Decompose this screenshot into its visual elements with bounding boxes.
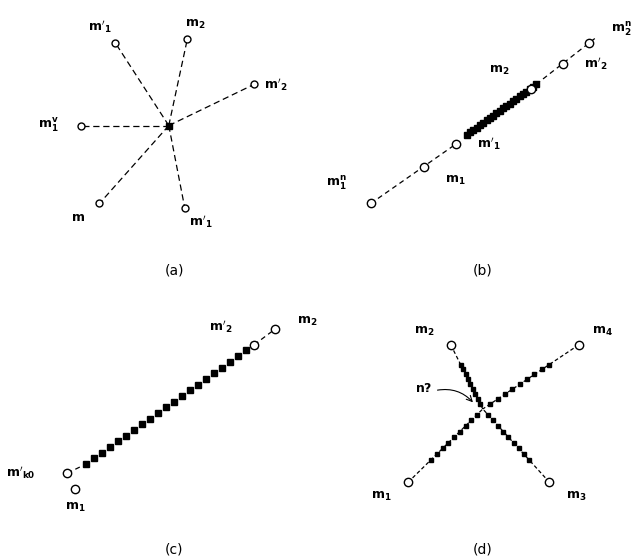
Text: $\mathbf{m'_2}$: $\mathbf{m'_2}$ [264, 76, 287, 93]
Text: (c): (c) [165, 543, 184, 557]
Text: $\mathbf{m_2}$: $\mathbf{m_2}$ [297, 315, 317, 329]
Text: $\mathbf{m_3}$: $\mathbf{m_3}$ [566, 490, 586, 503]
Text: $\mathbf{m}$: $\mathbf{m}$ [71, 211, 85, 224]
Text: $\mathbf{m_2}$: $\mathbf{m_2}$ [489, 64, 509, 77]
Text: $\mathbf{m_1}$: $\mathbf{m_1}$ [445, 174, 466, 187]
Text: $\mathbf{m^v_1}$: $\mathbf{m^v_1}$ [38, 117, 59, 134]
Text: $\mathbf{m_2}$: $\mathbf{m_2}$ [414, 325, 435, 338]
Text: $\mathbf{n?}$: $\mathbf{n?}$ [415, 382, 433, 395]
Text: $\mathbf{m^n_2}$: $\mathbf{m^n_2}$ [611, 21, 632, 38]
Text: $\mathbf{m_1}$: $\mathbf{m_1}$ [65, 501, 86, 514]
Text: $\mathbf{m'_2}$: $\mathbf{m'_2}$ [209, 318, 233, 335]
Text: $\mathbf{m^n_1}$: $\mathbf{m^n_1}$ [326, 174, 347, 192]
Text: $\mathbf{m_1}$: $\mathbf{m_1}$ [371, 490, 392, 503]
Text: $\mathbf{m_4}$: $\mathbf{m_4}$ [593, 325, 613, 338]
Text: $\mathbf{m'_1}$: $\mathbf{m'_1}$ [189, 214, 212, 230]
Text: (b): (b) [473, 264, 493, 278]
Text: $\mathbf{m'_1}$: $\mathbf{m'_1}$ [477, 136, 501, 152]
Text: (a): (a) [164, 264, 184, 278]
Text: $\mathbf{m'_1}$: $\mathbf{m'_1}$ [88, 19, 111, 35]
Text: $\mathbf{m_2}$: $\mathbf{m_2}$ [185, 18, 205, 31]
Text: $\mathbf{m'_{k0}}$: $\mathbf{m'_{k0}}$ [6, 465, 35, 481]
Text: (d): (d) [473, 543, 493, 557]
Text: $\mathbf{m'_2}$: $\mathbf{m'_2}$ [584, 55, 607, 72]
